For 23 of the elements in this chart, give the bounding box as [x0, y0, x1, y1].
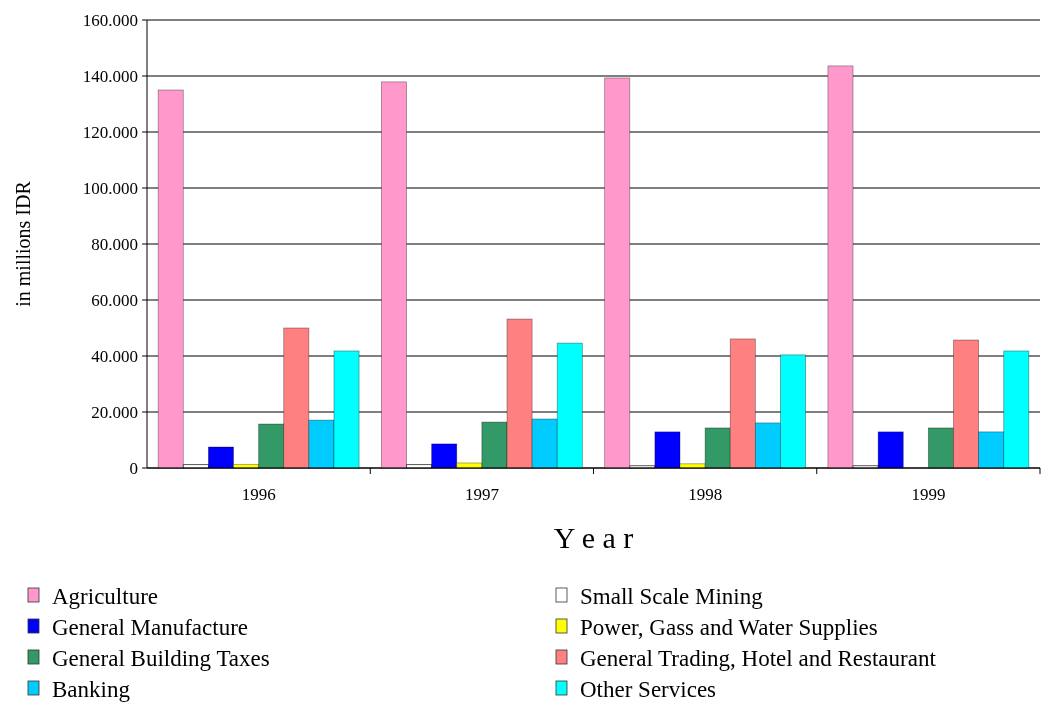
legend-label: General Building Taxes: [52, 646, 270, 672]
legend-label: Agriculture: [52, 584, 159, 610]
x-tick-label: 1999: [911, 485, 946, 504]
y-tick-label: 20.000: [91, 402, 138, 422]
y-tick-label: 100.000: [82, 178, 138, 198]
y-tick-label: 60.000: [91, 290, 138, 310]
legend-label: Banking: [52, 677, 131, 703]
x-tick-label: 1996: [241, 485, 276, 504]
x-tick-label: 1997: [464, 485, 500, 504]
y-tick-label: 160.000: [82, 10, 138, 30]
legend-label: General Trading, Hotel and Restaurant: [580, 646, 937, 672]
legend-label: Power, Gass and Water Supplies: [580, 615, 878, 641]
y-tick-label: 80.000: [91, 234, 138, 254]
legend-label: Small Scale Mining: [580, 584, 764, 610]
x-axis-title: Y e a r: [553, 521, 634, 554]
y-axis-title: in millions IDR: [12, 180, 34, 307]
legend-label: General Manufacture: [52, 615, 249, 641]
legend-label: Other Services: [580, 677, 717, 703]
y-tick-label: 120.000: [82, 122, 138, 142]
y-tick-label: 40.000: [91, 346, 138, 366]
y-tick-label: 140.000: [82, 66, 138, 86]
y-tick-label: 0: [129, 458, 138, 478]
x-tick-label: 1998: [688, 485, 723, 504]
